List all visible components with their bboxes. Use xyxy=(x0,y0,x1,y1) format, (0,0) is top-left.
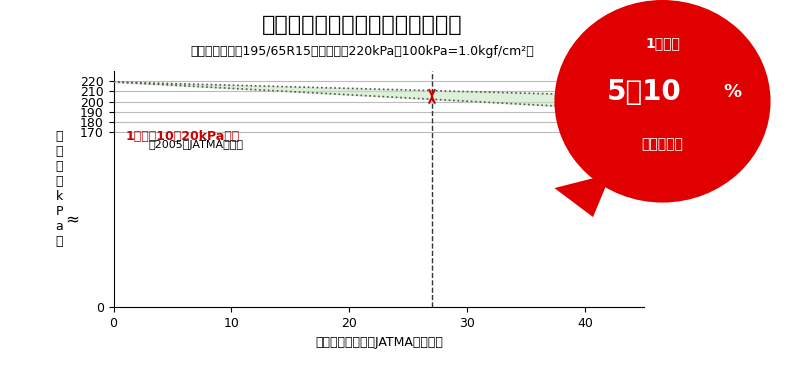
X-axis label: 経過日数（日）［JATMAデータ］: 経過日数（日）［JATMAデータ］ xyxy=(315,336,442,349)
Text: （2005年JATMA調査）: （2005年JATMA調査） xyxy=(149,140,243,150)
Text: %: % xyxy=(722,83,740,101)
Text: 程度も低下: 程度も低下 xyxy=(641,138,683,152)
Text: 1ヶ月で10～20kPa低下: 1ヶ月で10～20kPa低下 xyxy=(125,129,239,142)
Text: タイヤサイズ：195/65R15　初期圧：220kPa（100kPa=1.0kgf/cm²）: タイヤサイズ：195/65R15 初期圧：220kPa（100kPa=1.0kg… xyxy=(190,45,533,58)
Text: 乗用車用タイヤの空気圧低下状況: 乗用車用タイヤの空気圧低下状況 xyxy=(261,15,462,35)
Text: 1ヶ月で: 1ヶ月で xyxy=(644,36,679,50)
Polygon shape xyxy=(554,174,610,217)
Text: 5～10: 5～10 xyxy=(606,78,681,106)
Circle shape xyxy=(554,0,769,203)
Y-axis label: 空
気
圧
（
k
P
a
）: 空 気 圧 （ k P a ） xyxy=(55,130,63,248)
Text: ≈: ≈ xyxy=(65,211,79,229)
